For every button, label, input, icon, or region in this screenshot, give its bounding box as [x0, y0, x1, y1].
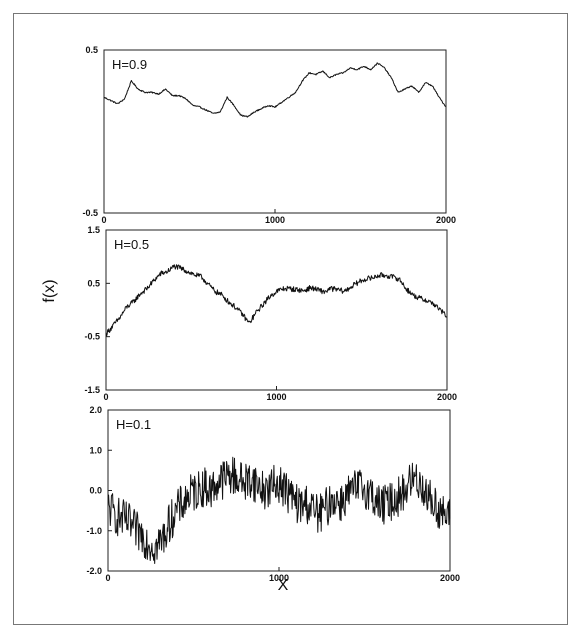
- panel-label: H=0.9: [112, 57, 147, 72]
- plot-frame: [103, 49, 447, 214]
- y-tick-label: 1.5: [87, 225, 100, 235]
- panels-layer: 0 1000 2000 0.5 -0.5 H=0.9 0 1000 2000 1.5 0.5 -0.5…: [82, 45, 460, 583]
- x-tick-label: 1000: [266, 392, 286, 402]
- x-tick-label: 1000: [265, 215, 285, 225]
- x-tick-label: 2000: [440, 573, 460, 583]
- y-tick-label: 2.0: [89, 405, 102, 415]
- plot-frame: [105, 229, 448, 391]
- y-tick-label: 0.0: [89, 486, 102, 496]
- y-tick-label: -0.5: [82, 208, 98, 218]
- panel-3: 0 1000 2000 2.0 1.0 0.0 -1.0 -2.0 H=0.1: [86, 405, 460, 583]
- x-tick-label: 0: [103, 392, 108, 402]
- y-tick-label: -1.0: [86, 526, 102, 536]
- panel-label: H=0.5: [114, 237, 149, 252]
- x-tick-label: 2000: [436, 215, 456, 225]
- series-line: [107, 456, 451, 564]
- x-tick-label: 1000: [269, 573, 289, 583]
- x-tick-label: 2000: [437, 392, 457, 402]
- y-axis-title: f(x): [41, 279, 58, 302]
- x-axis-title: X: [278, 577, 289, 594]
- panel-1: 0 1000 2000 0.5 -0.5 H=0.9: [82, 45, 456, 225]
- series-line: [103, 62, 447, 118]
- y-tick-label: -0.5: [84, 332, 100, 342]
- panel-2: 0 1000 2000 1.5 0.5 -0.5 -1.5 H=0.5: [84, 225, 457, 402]
- y-tick-label: 0.5: [87, 278, 100, 288]
- series-line: [105, 264, 448, 337]
- panel-label: H=0.1: [116, 417, 151, 432]
- y-tick-label: 0.5: [85, 45, 98, 55]
- x-tick-label: 0: [105, 573, 110, 583]
- y-tick-label: -1.5: [84, 385, 100, 395]
- x-tick-label: 0: [101, 215, 106, 225]
- y-tick-label: 1.0: [89, 445, 102, 455]
- y-tick-label: -2.0: [86, 566, 102, 576]
